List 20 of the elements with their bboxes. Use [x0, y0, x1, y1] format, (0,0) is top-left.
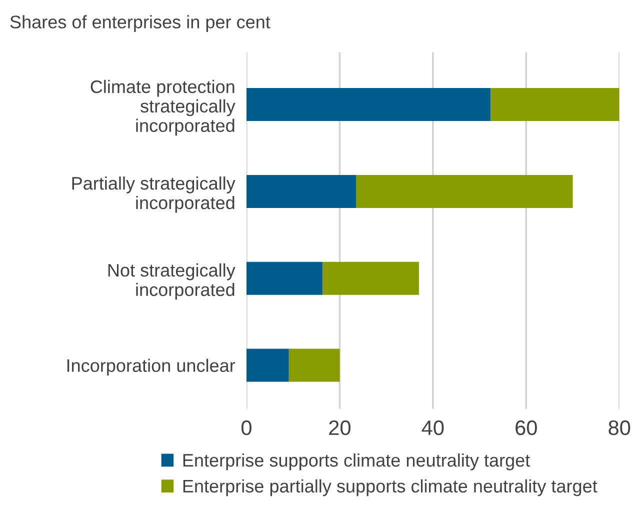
x-tick-label: 40 [422, 420, 444, 436]
y-tick-label: Climate protection strategically incorporated [90, 80, 236, 136]
bar [246, 174, 356, 208]
x-tick-label: 60 [516, 420, 537, 436]
x-tick-label: 20 [329, 420, 350, 436]
bar [490, 88, 620, 122]
y-tick-label: Incorporation unclear [67, 358, 236, 376]
bar [288, 348, 340, 382]
bar [246, 348, 289, 382]
legend-label: Enterprise partially supports climate neutrality target [183, 479, 598, 496]
legend-label: Enterprise supports climate neutrality target [183, 453, 530, 470]
bar [246, 88, 491, 122]
x-tick-label: 0 [242, 420, 252, 436]
bar [246, 262, 322, 295]
chart-title: Shares of enterprises in per cent [10, 15, 270, 32]
y-tick-label: Partially strategically incorporated [72, 176, 236, 213]
x-tick-label: 80 [608, 420, 630, 436]
bar [322, 262, 419, 295]
bar [356, 174, 573, 208]
y-tick-label: Not strategically incorporated [108, 263, 236, 300]
